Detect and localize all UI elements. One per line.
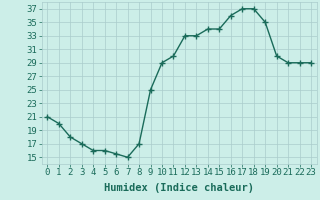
X-axis label: Humidex (Indice chaleur): Humidex (Indice chaleur): [104, 183, 254, 193]
